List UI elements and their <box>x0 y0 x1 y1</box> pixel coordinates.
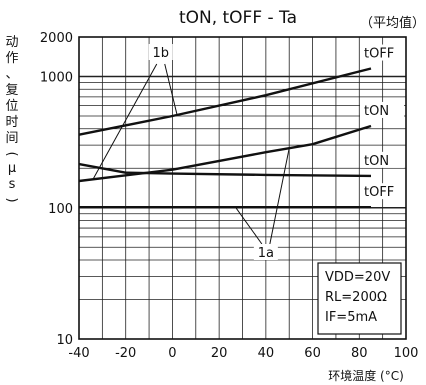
tick-labels: -40 -20 0 20 40 60 80 100 10 100 1000 2000 <box>40 31 419 361</box>
y-axis-label-char: 间 <box>5 131 18 146</box>
conditions-box: VDD=20V RL=200Ω IF=5mA <box>317 262 402 335</box>
series-lines <box>78 67 372 209</box>
y-axis-label-char: 、 <box>5 67 18 82</box>
x-tick-label: 60 <box>304 346 321 361</box>
callout-leader <box>164 63 178 116</box>
callout-1a: 1a <box>258 246 274 261</box>
y-axis-label-char: s <box>9 177 16 192</box>
callout-bg <box>148 44 173 60</box>
callout-leader <box>269 148 290 245</box>
callout-bg <box>253 244 278 260</box>
series-label-bg <box>360 101 404 118</box>
y-axis-label-char: 动 <box>5 35 18 50</box>
x-tick-label: 40 <box>258 346 275 361</box>
x-tick-label: -20 <box>115 346 136 361</box>
y-axis-label-char: 时 <box>5 115 18 130</box>
y-tick-label: 100 <box>48 202 73 217</box>
series-label-1b-toff: tOFF <box>364 47 394 62</box>
y-axis-label-char: 位 <box>5 99 18 114</box>
series-label-bg <box>360 151 404 168</box>
series-label-1a-ton: tON <box>364 154 389 169</box>
condition-text: RL=200Ω <box>325 290 387 305</box>
y-axis-label-char: 作 <box>5 51 18 66</box>
x-tick-label: 100 <box>394 346 419 361</box>
y-axis-label-char: ) <box>4 197 19 202</box>
x-tick-label: 20 <box>211 346 228 361</box>
x-axis-label: 环境温度 (°C) <box>328 368 404 383</box>
chart-title-note: （平均值） <box>360 15 425 31</box>
condition-text: IF=5mA <box>325 310 377 325</box>
plot-frame <box>78 36 407 340</box>
chart-title: tON, tOFF - Ta <box>179 8 297 28</box>
y-tick-label: 2000 <box>40 31 73 46</box>
condition-text: VDD=20V <box>325 270 390 285</box>
callout-leader <box>92 63 158 180</box>
y-axis-label-char: 复 <box>5 83 18 98</box>
y-tick-label: 10 <box>56 333 73 348</box>
series-label-bg <box>360 44 404 61</box>
callouts: 1b 1a <box>92 44 290 261</box>
callout-leader <box>235 206 263 245</box>
x-tick-label: 0 <box>168 346 176 361</box>
y-axis-label-char: ( <box>4 151 19 156</box>
conditions-box-frame <box>317 262 402 335</box>
y-axis-label-char: µ <box>8 161 16 176</box>
series-line-1a-ton <box>78 162 372 178</box>
series-label-1a-toff: tOFF <box>364 185 394 200</box>
callout-1b: 1b <box>152 46 169 61</box>
x-tick-label: -40 <box>68 346 89 361</box>
series-label-1b-ton: tON <box>364 104 389 119</box>
series-line-1b-toff <box>78 67 372 136</box>
series-label-bg <box>360 183 404 200</box>
y-tick-label: 1000 <box>40 71 73 86</box>
series-labels: tOFF tON tON tOFF <box>360 44 404 200</box>
x-tick-label: 80 <box>351 346 368 361</box>
